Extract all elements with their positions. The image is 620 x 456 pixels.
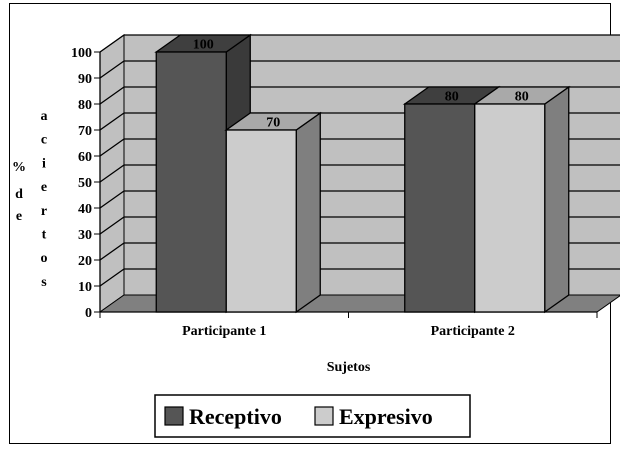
y-tick-label: 60 (78, 150, 92, 165)
bar (474, 103, 546, 313)
legend-box (154, 394, 471, 438)
y-axis-title-letter: r (41, 204, 47, 219)
y-tick-label: 80 (78, 98, 92, 113)
y-axis-title-percent: % (12, 160, 26, 175)
y-tick-label: 0 (85, 306, 92, 321)
y-axis-title-letter: c (41, 133, 47, 148)
bar (155, 51, 227, 313)
x-tick-label: Participante 2 (431, 324, 515, 339)
y-axis-title-letter: a (41, 109, 48, 124)
bar (225, 129, 297, 313)
bar-side (544, 85, 570, 314)
y-tick-label: 30 (78, 228, 92, 243)
bar (404, 103, 476, 313)
data-label: 100 (193, 38, 214, 53)
y-axis-title-letter: t (42, 228, 47, 243)
y-tick-label: 100 (71, 46, 92, 61)
y-tick-label: 50 (78, 176, 92, 191)
gridline (99, 60, 620, 79)
gridline (99, 34, 620, 53)
data-label: 80 (515, 90, 529, 105)
legend-label: Expresivo (339, 404, 433, 429)
y-axis-title-letter: e (16, 209, 22, 224)
legend-swatch (314, 406, 334, 426)
y-axis-title-letter: e (41, 180, 47, 195)
y-axis-title-letter: i (42, 156, 46, 171)
y-tick-label: 20 (78, 254, 92, 269)
x-tick-label: Participante 1 (182, 324, 266, 339)
legend-swatch (164, 406, 184, 426)
bar-side (295, 111, 321, 314)
data-label: 80 (445, 90, 459, 105)
y-axis-title-letter: s (41, 275, 47, 290)
y-tick-label: 70 (78, 124, 92, 139)
x-axis-title: Sujetos (327, 360, 371, 375)
data-label: 70 (266, 116, 280, 131)
y-axis-title-letter: d (15, 187, 23, 202)
y-tick-label: 10 (78, 280, 92, 295)
y-tick-label: 90 (78, 72, 92, 87)
legend-label: Receptivo (189, 404, 282, 429)
y-axis-title-letter: o (41, 251, 48, 266)
y-tick-label: 40 (78, 202, 92, 217)
